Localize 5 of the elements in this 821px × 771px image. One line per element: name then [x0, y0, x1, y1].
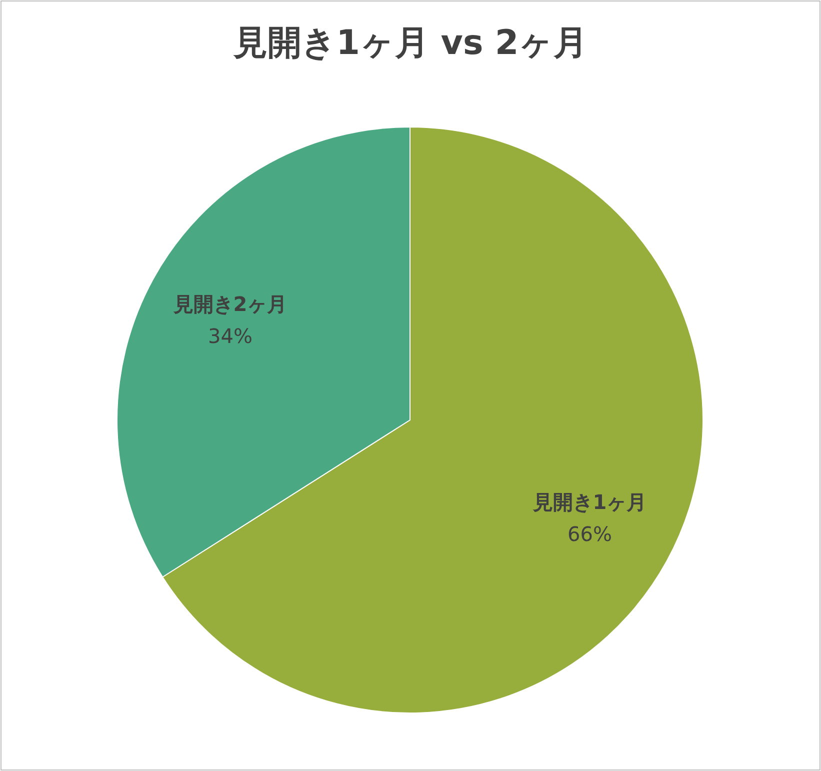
- data-label: 34%: [208, 324, 252, 348]
- chart-title: 見開き1ヶ月 vs 2ヶ月: [232, 23, 588, 63]
- data-label: 66%: [568, 522, 612, 546]
- slice-label: 見開き2ヶ月: [172, 292, 288, 316]
- slice-label: 見開き1ヶ月: [532, 490, 647, 514]
